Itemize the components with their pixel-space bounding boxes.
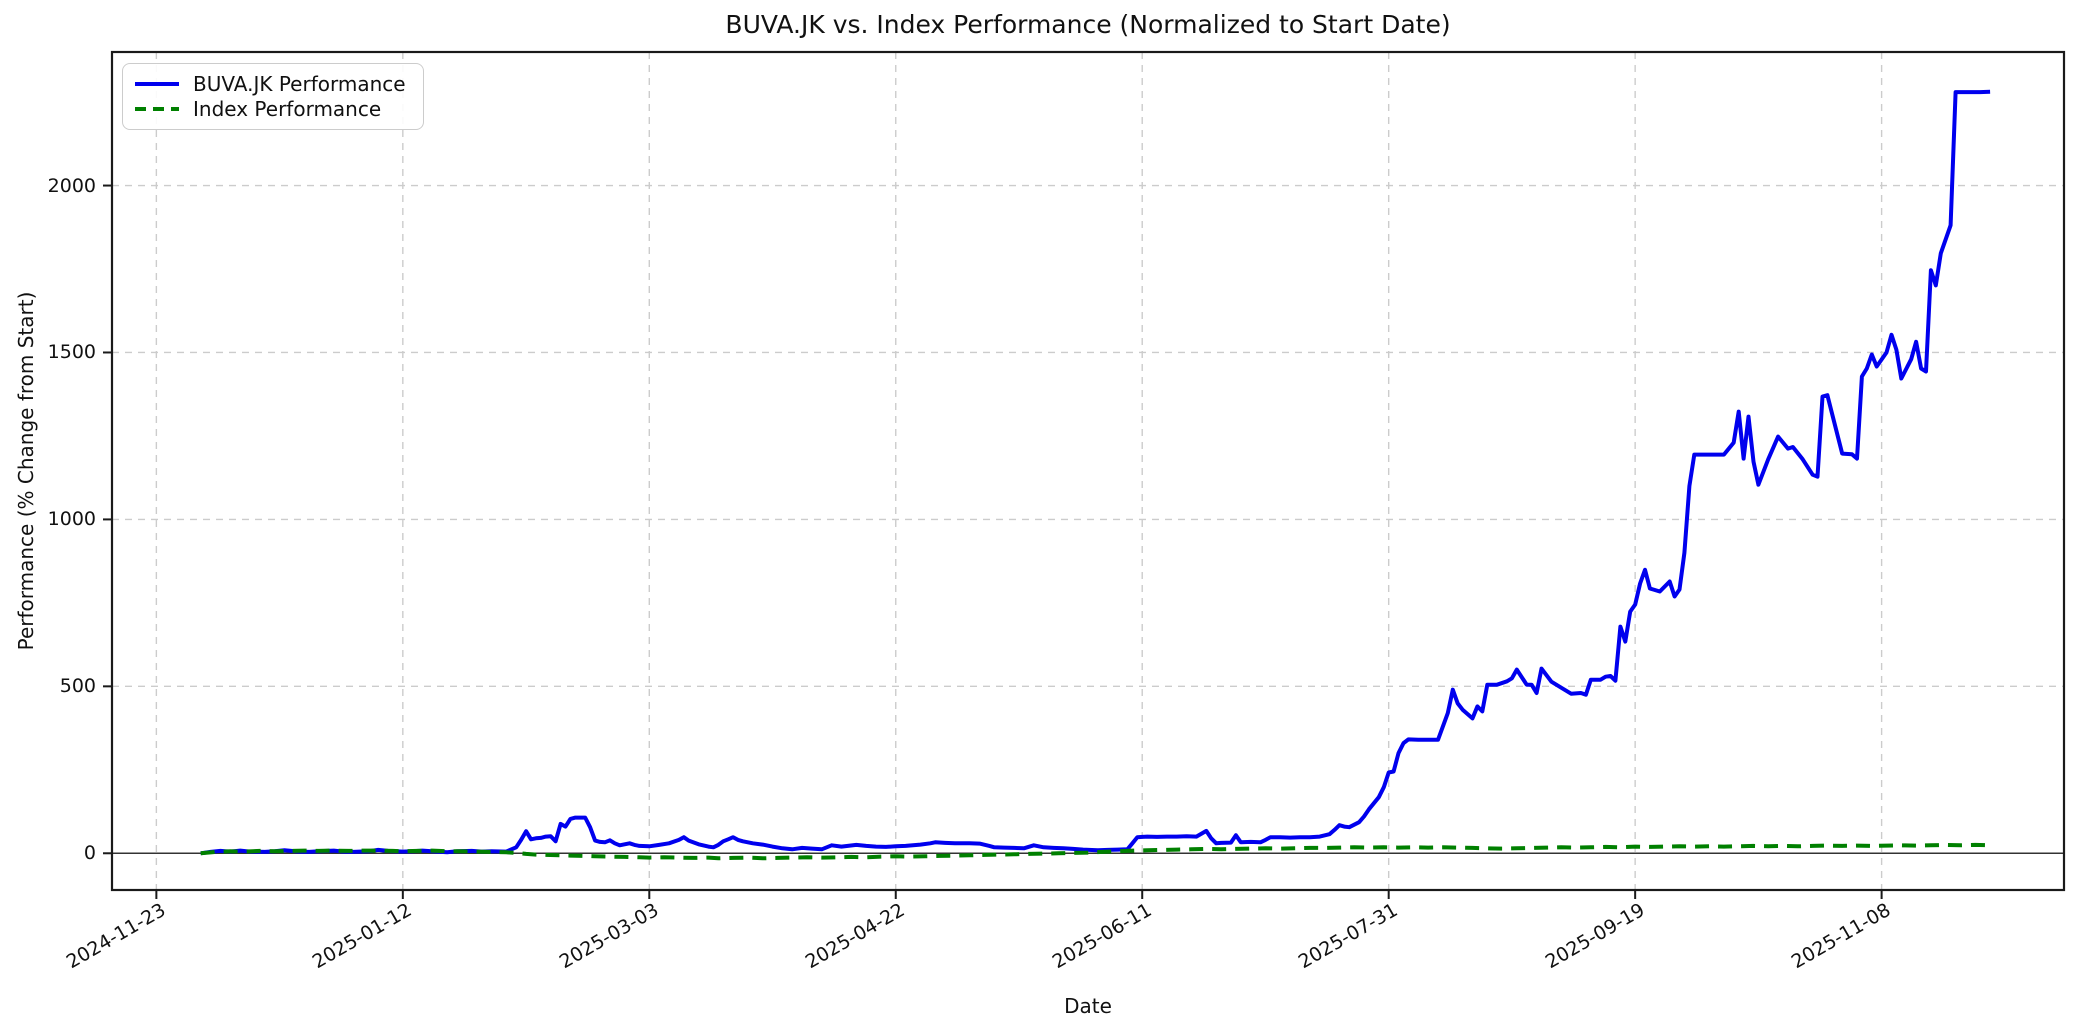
index-line-sample-icon: [135, 106, 179, 111]
y-tick-label: 1500: [47, 341, 96, 364]
chart-title: BUVA.JK vs. Index Performance (Normalize…: [725, 10, 1451, 39]
index-performance-line: [200, 842, 1991, 861]
y-tick-label: 0: [83, 842, 96, 865]
y-tick-label: 2000: [47, 174, 96, 197]
x-axis-label: Date: [1064, 994, 1112, 1018]
legend-label-index: Index Performance: [193, 96, 382, 121]
legend-entry-index: Index Performance: [135, 97, 409, 121]
plot-border: [110, 50, 2066, 892]
legend-entry-buva: BUVA.JK Performance: [135, 72, 409, 96]
y-tick-label: 1000: [47, 508, 96, 531]
y-tick-label: 500: [59, 675, 96, 698]
buva-performance-line: [200, 89, 1991, 856]
legend-label-buva: BUVA.JK Performance: [193, 72, 406, 97]
buva-line-sample-icon: [135, 82, 179, 87]
legend: BUVA.JK Performance Index Performance: [122, 63, 424, 130]
